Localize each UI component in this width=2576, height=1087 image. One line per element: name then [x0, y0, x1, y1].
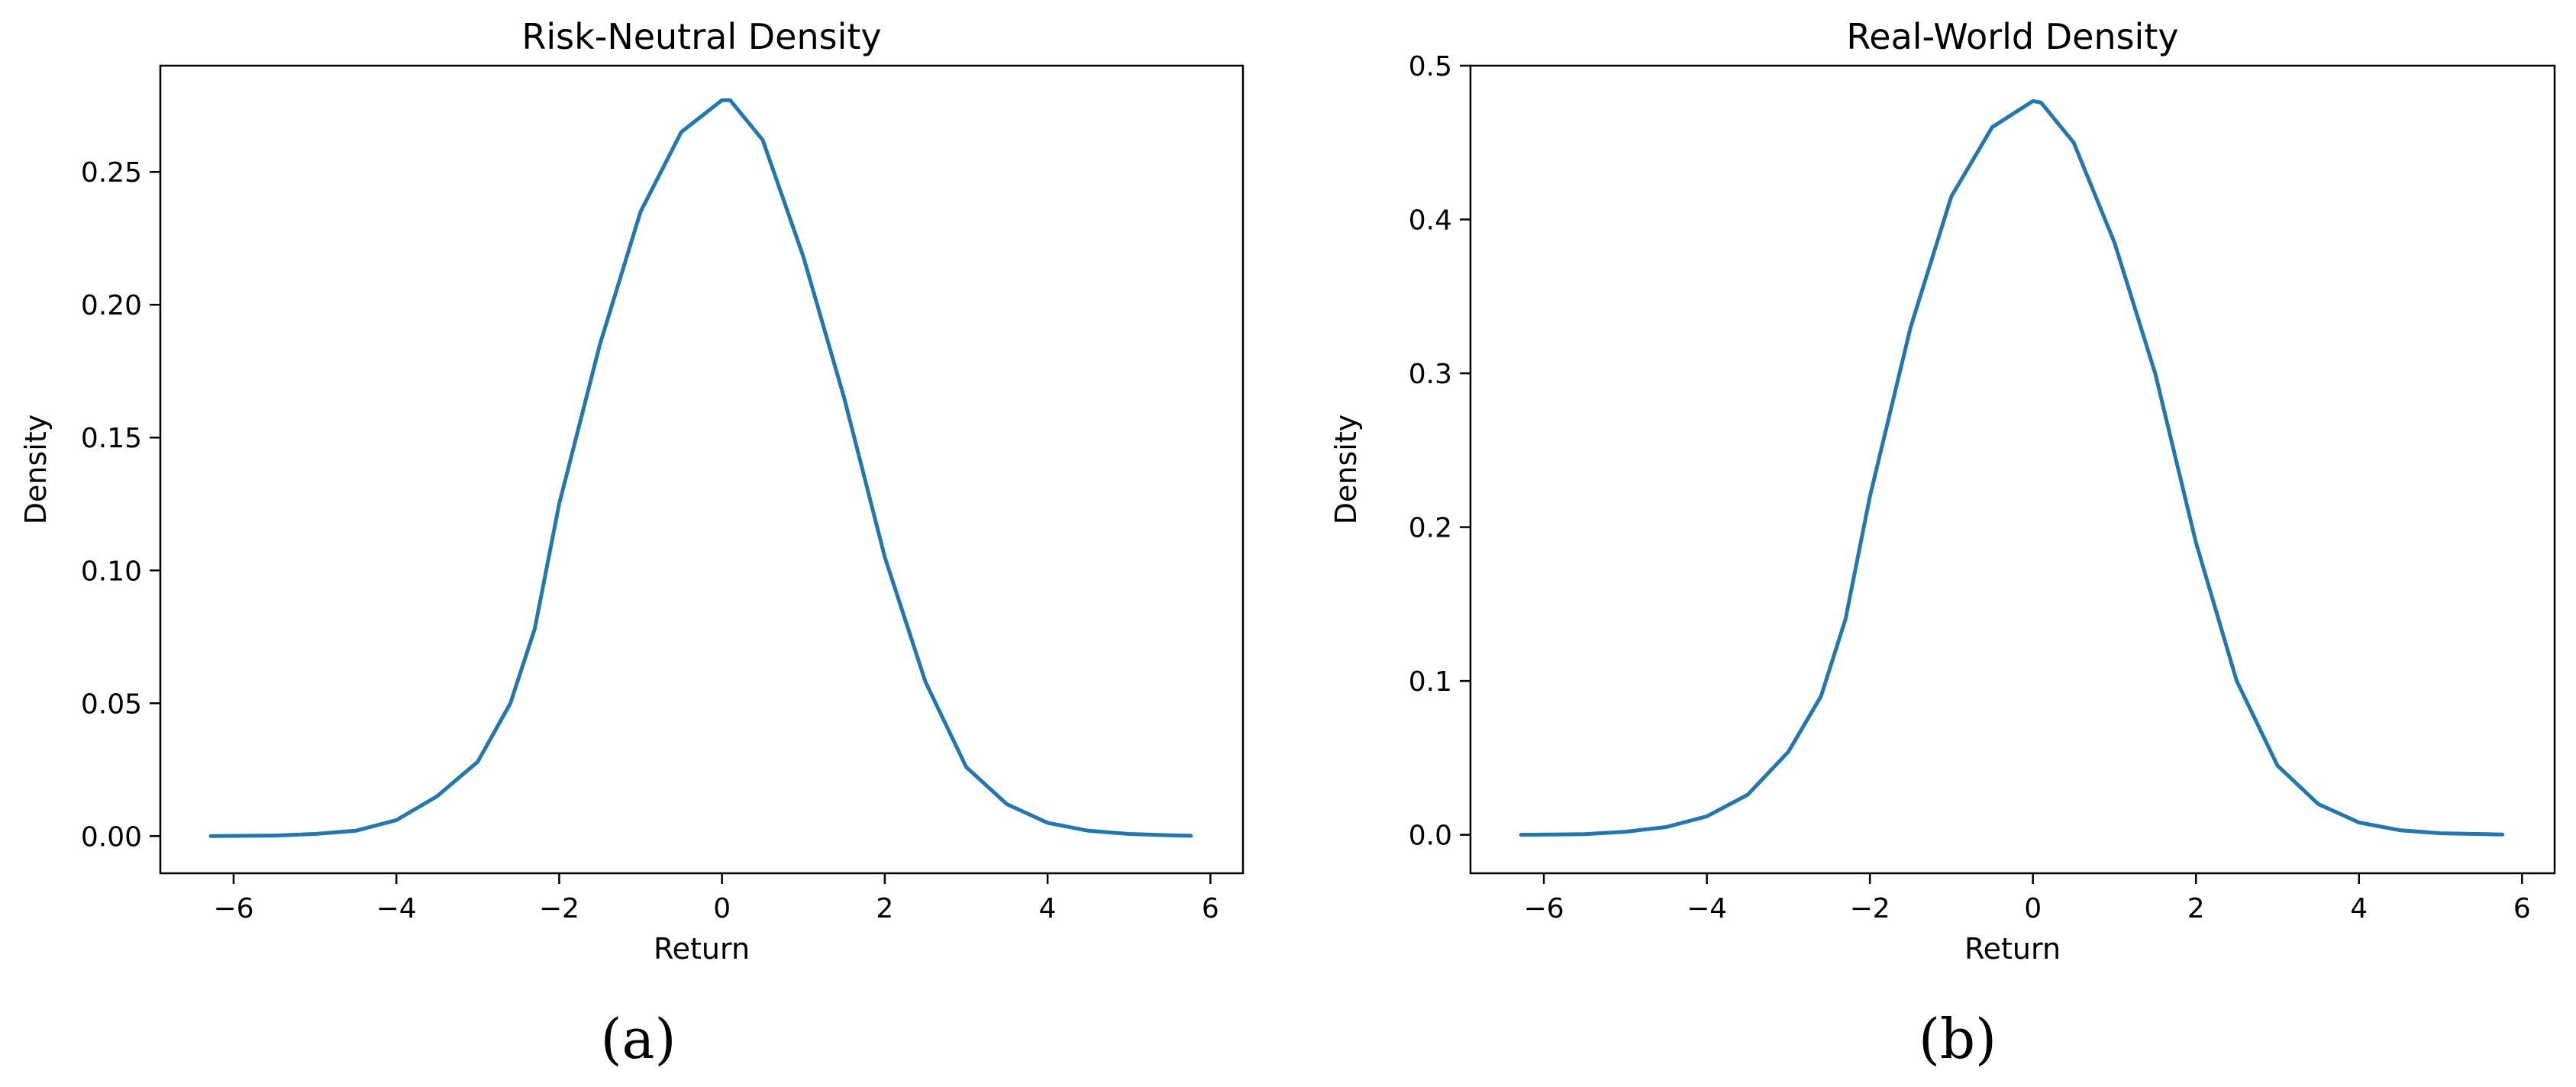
x-tick-label: −2: [539, 893, 579, 924]
x-tick-label: 6: [1202, 893, 1219, 924]
x-axis-label: Return: [654, 932, 750, 966]
x-tick-label: −6: [213, 893, 253, 924]
y-tick-label: 0.05: [81, 689, 142, 720]
y-tick-label: 0.3: [1409, 359, 1452, 390]
x-tick-label: 2: [2187, 893, 2205, 924]
chart-title: Real-World Density: [1846, 16, 2178, 57]
density-line: [208, 98, 1193, 838]
y-tick-label: 0.5: [1409, 51, 1452, 82]
y-tick-label: 0.00: [81, 821, 142, 853]
x-tick-label: −2: [1850, 893, 1890, 924]
y-tick-label: 0.2: [1409, 513, 1452, 544]
y-axis-label: Density: [19, 414, 53, 524]
x-axis-label: Return: [1964, 932, 2061, 966]
chart-title: Risk-Neutral Density: [521, 16, 881, 57]
x-tick-label: 0: [713, 893, 731, 924]
y-tick-label: 0.25: [81, 157, 142, 189]
density-line: [1519, 98, 2505, 837]
x-tick-label: 2: [876, 893, 893, 924]
y-tick-label: 0.15: [81, 423, 142, 454]
x-tick-label: −4: [376, 893, 417, 924]
x-tick-label: −6: [1524, 893, 1564, 924]
y-tick-label: 0.0: [1409, 821, 1452, 852]
x-tick-label: −4: [1687, 893, 1727, 924]
panel-caption: (a): [600, 1007, 676, 1071]
panel-caption: (b): [1919, 1007, 1997, 1071]
plot-frame: [1469, 64, 2556, 875]
y-axis-label: Density: [1329, 414, 1363, 524]
x-tick-label: 4: [1039, 893, 1057, 924]
y-tick-label: 0.1: [1409, 666, 1452, 698]
x-tick-label: 4: [2350, 893, 2368, 924]
y-tick-label: 0.10: [81, 556, 142, 587]
y-tick-label: 0.4: [1409, 205, 1452, 237]
x-tick-label: 0: [2024, 893, 2042, 924]
x-tick-label: 6: [2513, 893, 2531, 924]
y-tick-label: 0.20: [81, 290, 142, 321]
plot-frame: [159, 64, 1244, 875]
